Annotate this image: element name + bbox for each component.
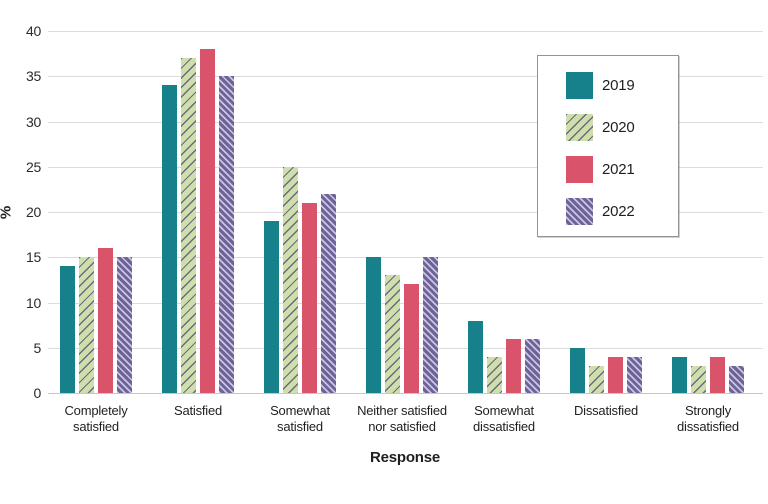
gridline	[48, 167, 763, 168]
gridline	[48, 31, 763, 32]
legend-label: 2021	[602, 161, 635, 178]
gridline	[48, 257, 763, 258]
bar-2020-6	[589, 366, 604, 393]
bar-2021-5	[506, 339, 521, 393]
category-label: Somewhat dissatisfied	[473, 403, 535, 434]
bar-2019-7	[672, 357, 687, 393]
gridline	[48, 393, 763, 394]
category-label: Completely satisfied	[64, 403, 128, 434]
bar-2020-5	[487, 357, 502, 393]
bar-2021-2	[200, 49, 215, 393]
gridline	[48, 212, 763, 213]
x-axis-title: Response	[369, 449, 441, 466]
bar-2019-1	[60, 266, 75, 393]
y-tick-label: 20	[26, 204, 41, 220]
y-tick-label: 35	[26, 68, 41, 84]
y-tick-label: 5	[33, 340, 42, 356]
category-label: Neither satisfied nor satisfied	[357, 403, 447, 434]
legend-swatch-icon	[566, 72, 593, 99]
legend-label: 2019	[602, 77, 635, 94]
bar-2019-4	[366, 257, 381, 393]
bar-2019-6	[570, 348, 585, 393]
legend-swatch-icon	[566, 198, 593, 225]
bar-2021-3	[302, 203, 317, 393]
bar-2019-3	[264, 221, 279, 393]
y-tick-label: 30	[26, 114, 41, 130]
y-tick-label: 0	[33, 385, 42, 401]
bar-2022-6	[627, 357, 642, 393]
legend-label: 2020	[602, 119, 635, 136]
bar-2020-1	[79, 257, 94, 393]
bar-2022-5	[525, 339, 540, 393]
legend-item-2022: 2022	[566, 198, 678, 225]
legend-item-2020: 2020	[566, 114, 678, 141]
bar-2020-4	[385, 275, 400, 393]
gridline	[48, 76, 763, 77]
legend-swatch-icon	[566, 156, 593, 183]
bar-2022-2	[219, 76, 234, 393]
bar-2022-7	[729, 366, 744, 393]
y-tick-label: 25	[26, 159, 41, 175]
bar-2019-5	[468, 321, 483, 393]
category-label: Somewhat satisfied	[270, 403, 330, 434]
legend-item-2021: 2021	[566, 156, 678, 183]
bar-2022-1	[117, 257, 132, 393]
y-tick-label: 40	[26, 23, 41, 39]
gridline	[48, 122, 763, 123]
bar-2021-4	[404, 284, 419, 393]
bar-2020-7	[691, 366, 706, 393]
category-label: Satisfied	[173, 403, 223, 418]
bar-2019-2	[162, 85, 177, 393]
legend: 2019 2020 2021 2022	[537, 55, 679, 237]
legend-item-2019: 2019	[566, 72, 678, 99]
bar-2022-4	[423, 257, 438, 393]
legend-label: 2022	[602, 203, 635, 220]
bar-2021-1	[98, 248, 113, 393]
bar-2020-3	[283, 167, 298, 393]
bar-2020-2	[181, 58, 196, 393]
bar-2022-3	[321, 194, 336, 393]
y-tick-label: 15	[26, 249, 41, 265]
category-label: Dissatisfied	[573, 403, 639, 418]
y-tick-label: 10	[26, 295, 41, 311]
legend-swatch-icon	[566, 114, 593, 141]
category-label: Strongly dissatisfied	[677, 403, 739, 434]
bar-2021-6	[608, 357, 623, 393]
bar-2021-7	[710, 357, 725, 393]
